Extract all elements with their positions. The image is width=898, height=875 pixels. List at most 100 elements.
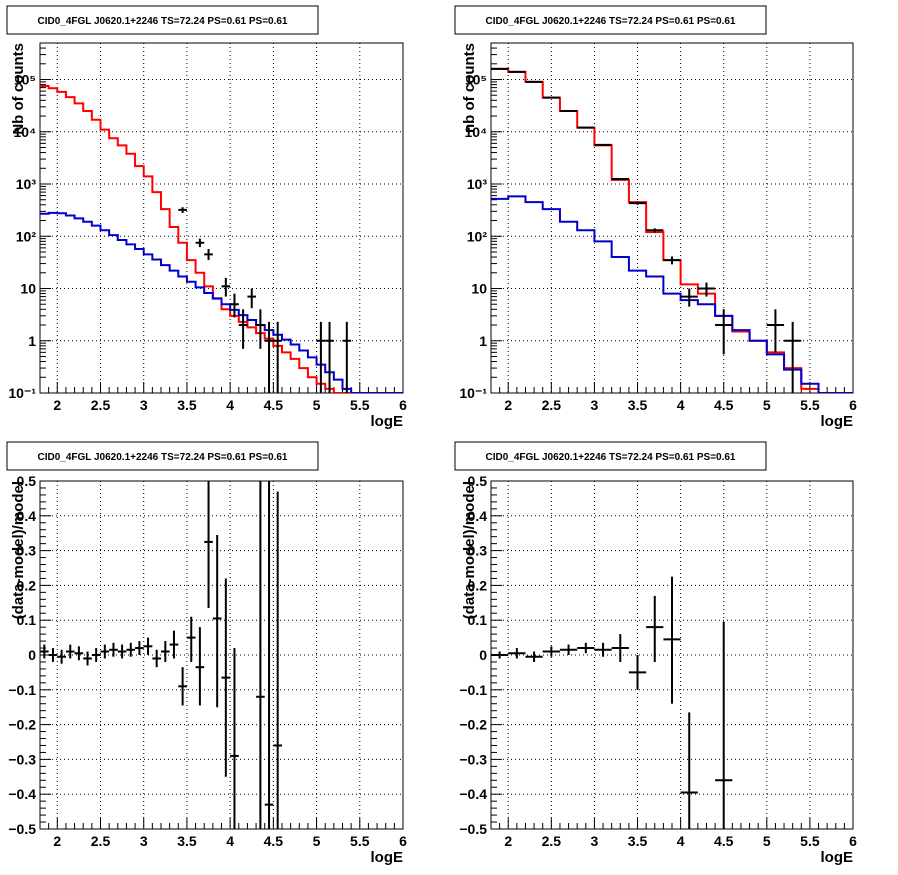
data-point: [342, 321, 352, 393]
data-point: [195, 238, 205, 248]
x-axis-label: logE: [371, 413, 404, 430]
data-point: [238, 309, 248, 349]
x-tick-label: 4.5: [264, 833, 284, 849]
data-point: [715, 309, 733, 355]
data-point: [264, 321, 274, 393]
title-box: [454, 5, 767, 35]
plot-area: [40, 481, 282, 829]
data-point: [663, 576, 681, 704]
plot-area: [491, 576, 733, 829]
y-tick-label: 0: [479, 647, 487, 663]
plot-frame: [39, 42, 404, 394]
chart-panel-top-left: 2 2.5 3 3.5 4 4.5 5 5.5 6 10⁻¹ 1 10 10² 10³ 10⁴ 10⁵ logE…: [6, 5, 407, 430]
x-axis-label: logE: [371, 849, 404, 866]
data-point: [57, 649, 66, 664]
x-tick-label: 4: [677, 397, 685, 413]
y-tick-label: 10³: [16, 176, 37, 192]
y-tick-label: 10: [20, 281, 36, 297]
data-point: [40, 644, 49, 659]
data-point: [221, 578, 231, 777]
data-point: [74, 646, 84, 661]
x-tick-label: 4: [226, 397, 234, 413]
data-point: [491, 67, 509, 70]
data-point: [152, 649, 161, 668]
data-point: [91, 648, 101, 662]
data-point: [577, 126, 595, 129]
data-point: [680, 288, 698, 307]
data-point: [178, 667, 187, 706]
data-point: [680, 712, 698, 829]
data-point: [100, 644, 110, 659]
y-tick-label: 1: [479, 333, 487, 349]
step-series-blue: [491, 195, 853, 393]
title-box: [6, 5, 319, 35]
y-tick-label: 0.4: [17, 508, 37, 524]
y-tick-label: 10³: [467, 176, 488, 192]
y-tick-label: 0.1: [468, 612, 488, 628]
y-tick-label: 10²: [467, 228, 488, 244]
x-tick-label: 3: [140, 397, 148, 413]
x-axis-label: logE: [821, 849, 854, 866]
data-point: [247, 288, 257, 309]
data-point: [83, 651, 92, 666]
x-tick-label: 3: [591, 833, 599, 849]
x-tick-label: 6: [399, 397, 407, 413]
data-point: [525, 80, 543, 83]
data-point: [316, 321, 326, 393]
data-point: [594, 642, 612, 657]
plot-area: [40, 85, 403, 393]
x-tick-label: 4.5: [714, 397, 734, 413]
y-tick-label: 1: [28, 333, 36, 349]
x-tick-label: 2.5: [91, 397, 111, 413]
step-series-blue: [40, 211, 403, 393]
data-point: [525, 651, 543, 662]
data-point: [204, 481, 213, 609]
data-point: [195, 627, 205, 706]
chart-panel-top-right: 2 2.5 3 3.5 4 4.5 5 5.5 6 10⁻¹ 1 10 10² 10³ 10⁴ 10⁵ logE…: [454, 5, 857, 430]
x-tick-label: 3: [140, 833, 148, 849]
y-tick-label: 10⁻¹: [459, 385, 487, 401]
y-tick-label: −0.1: [459, 682, 487, 698]
x-tick-label: 4.5: [264, 397, 284, 413]
data-point: [117, 644, 127, 659]
y-axis-label: Nb of counts: [10, 43, 27, 135]
x-axis-label: logE: [821, 413, 854, 430]
y-tick-label: 0.5: [17, 473, 37, 489]
data-point: [230, 648, 239, 829]
data-point: [628, 201, 647, 205]
data-point: [559, 109, 578, 112]
data-point: [273, 491, 282, 829]
x-tick-label: 2: [504, 397, 512, 413]
chart-panel-bottom-left: 2 2.5 3 3.5 4 4.5 5 5.5 6 −0.5 −0.4 −0.3 −0.2 −0.1 0 0.…: [6, 441, 407, 866]
data-point: [697, 282, 716, 297]
x-tick-label: 2: [53, 833, 61, 849]
data-point: [65, 644, 75, 659]
title-box: [454, 441, 767, 471]
x-tick-label: 2.5: [91, 833, 111, 849]
y-tick-label: 0: [28, 647, 36, 663]
y-tick-label: −0.4: [8, 786, 36, 802]
x-tick-label: 3.5: [628, 833, 648, 849]
y-tick-label: −0.4: [459, 786, 487, 802]
x-tick-label: 6: [399, 833, 407, 849]
data-point: [256, 309, 265, 349]
data-point: [715, 621, 733, 829]
x-tick-label: 6: [849, 833, 857, 849]
chart-panel-bottom-right: 2 2.5 3 3.5 4 4.5 5 5.5 6 −0.5 −0.4 −0.3 −0.2 −0.1 0 0.…: [454, 441, 857, 866]
data-point: [542, 96, 560, 99]
chart-title: CID0_4FGL J0620.1+2246 TS=72.24 PS=0.61 …: [38, 16, 288, 27]
data-point: [628, 655, 647, 690]
data-point: [646, 595, 664, 662]
y-tick-label: 0.4: [468, 508, 488, 524]
x-tick-label: 3: [591, 397, 599, 413]
y-tick-label: −0.5: [8, 821, 36, 837]
data-point: [784, 321, 802, 393]
x-tick-label: 2.5: [542, 833, 562, 849]
data-point: [109, 642, 118, 657]
data-point: [48, 648, 58, 662]
data-point: [594, 143, 612, 146]
y-tick-label: 10: [471, 281, 487, 297]
x-tick-label: 2.5: [542, 397, 562, 413]
data-point: [611, 177, 629, 180]
data-point: [646, 228, 664, 233]
